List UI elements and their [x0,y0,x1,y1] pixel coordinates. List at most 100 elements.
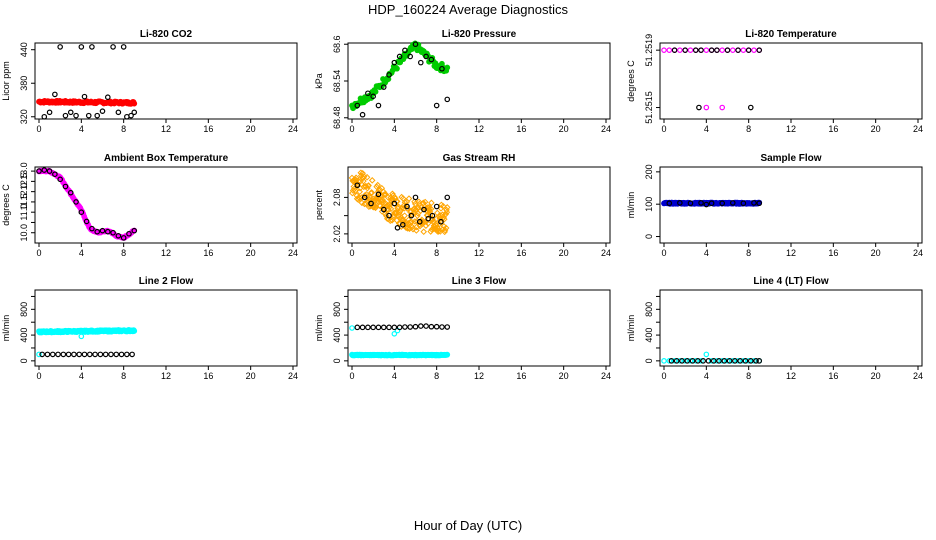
data-point [99,108,106,114]
data-point [94,228,101,235]
data-point [719,47,726,53]
x-tick-label: 8 [121,248,126,258]
data-point [442,210,450,218]
y-tick-label: 0 [644,234,654,239]
x-tick-label: 4 [79,371,84,381]
data-point [120,44,127,50]
data-point [751,358,757,364]
x-tick-label: 16 [203,248,213,258]
y-tick-label: 400 [332,328,342,343]
series-averages [666,200,763,208]
data-point [719,358,726,364]
x-tick-label: 20 [246,248,256,258]
data-point [424,220,432,227]
data-point [409,223,416,231]
series-samples [36,167,138,241]
x-tick-label: 24 [601,371,611,381]
data-point [416,218,423,225]
x-tick-label: 12 [474,124,484,134]
data-point [380,84,387,90]
x-tick-label: 24 [288,124,298,134]
data-point [372,204,379,212]
data-point [416,222,424,230]
data-point [661,358,667,364]
data-point [740,200,747,207]
data-point [756,200,763,207]
data-point [356,188,364,196]
data-point [441,215,448,223]
data-point [703,47,710,53]
x-tick-label: 8 [746,124,751,134]
x-tick-label: 20 [559,124,569,134]
data-point [433,323,440,330]
data-point [57,176,63,183]
data-point [57,44,63,50]
data-point [71,351,77,358]
plot-frame [659,289,923,367]
y-tick-label: 11.5 [19,193,29,210]
x-tick-label: 24 [601,248,611,258]
data-point [687,358,694,364]
data-point [382,212,390,220]
data-point [402,47,408,54]
data-point [745,358,752,364]
x-tick-label: 8 [746,248,751,258]
x-tick-label: 4 [392,371,397,381]
data-point [710,358,717,364]
data-point [396,209,403,216]
data-point [413,227,420,234]
x-tick-label: 12 [161,124,171,134]
data-point [740,358,747,364]
data-point [671,47,678,53]
data-point [428,56,435,63]
data-point [425,215,432,222]
y-tick-label: 68.6 [332,35,342,53]
series-samples [36,327,138,336]
data-point [689,358,696,364]
y-tick-label: 800 [644,302,654,317]
data-point [443,204,451,211]
x-tick-label: 0 [661,371,666,381]
x-tick-label: 24 [913,124,923,134]
data-point [423,53,429,60]
data-point [444,64,451,71]
data-point [386,217,394,225]
panel-title: Line 3 Flow [452,276,507,287]
x-tick-label: 24 [288,248,298,258]
data-point [396,53,403,60]
chart-panel: Line 2 Flow ml/min 0 4 8 12 16 20 24 0 400 800 [1,276,298,381]
data-point [85,112,92,119]
panel-title: Line 2 Flow [139,276,194,287]
data-point [708,200,715,207]
data-point [429,212,436,219]
data-point [398,204,406,212]
y-tick-label: 400 [644,328,654,343]
data-point [441,226,449,234]
data-point [78,209,85,215]
data-point [673,358,680,364]
data-point [381,191,389,198]
data-point [666,200,673,207]
chart-panel: Li-820 CO2 Licor ppm 0 4 8 12 16 20 24 320 380 440 [1,29,298,134]
data-point [393,198,401,205]
data-point [439,202,447,210]
y-tick-label: 440 [19,42,29,57]
data-point [428,199,435,207]
data-point [724,358,731,364]
x-tick-label: 16 [516,371,526,381]
y-axis-label: kPa [314,73,324,89]
data-point [753,358,759,364]
x-tick-label: 0 [349,124,354,134]
data-point [352,187,359,194]
data-point [703,104,710,111]
data-point [44,351,51,358]
data-point [444,194,451,201]
y-axis-label: percent [314,189,324,220]
y-tick-label: 380 [19,76,29,91]
y-axis-label: degrees C [1,184,11,226]
x-tick-label: 12 [161,371,171,381]
x-tick-label: 4 [704,124,709,134]
data-point [729,358,736,364]
x-tick-label: 4 [79,248,84,258]
